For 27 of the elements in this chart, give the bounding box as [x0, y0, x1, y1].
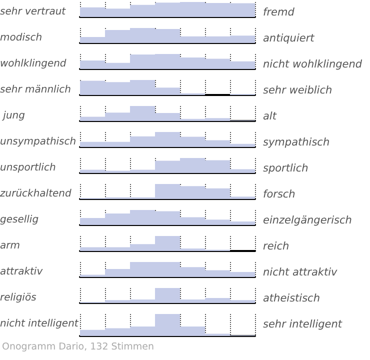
y-axis-title: sehr männlich: [0, 84, 71, 96]
y2-axis-title: nicht attraktiv: [263, 266, 338, 278]
y2-axis-title: nicht wohlklingend: [263, 58, 362, 70]
y2-axis-title: reich: [263, 240, 290, 252]
y-axis-title: modisch: [0, 32, 42, 44]
y-axis-title: gesellig: [0, 214, 39, 226]
y-axis-title: sehr vertraut: [0, 6, 67, 18]
y2-axis-title: fremd: [263, 6, 295, 18]
y-axis-title: religiös: [0, 292, 36, 304]
y2-axis-title: forsch: [263, 188, 296, 200]
y-axis-title: wohlklingend: [0, 58, 67, 70]
y-axis-title: unsportlich: [0, 162, 56, 174]
y2-axis-title: sympathisch: [263, 136, 330, 148]
text: Onogramm Dario, 132 Stimmen: [2, 342, 154, 352]
y-axis-title: nicht intelligent: [0, 318, 80, 330]
y-axis-title: arm: [0, 240, 20, 252]
y2-axis-title: sehr intelligent: [263, 318, 343, 330]
y2-axis-title: sportlich: [263, 162, 308, 174]
y2-axis-title: sehr weiblich: [263, 84, 332, 96]
y2-axis-title: alt: [263, 110, 278, 122]
y-axis-title: jung: [0, 110, 25, 122]
y2-axis-title: einzelgängerisch: [263, 214, 352, 226]
y2-axis-title: atheistisch: [263, 292, 320, 304]
y-axis-title: attraktiv: [0, 266, 44, 278]
y-axis-title: zurückhaltend: [0, 188, 72, 200]
y2-axis-title: antiquiert: [263, 32, 316, 44]
y-axis-title: unsympathisch: [0, 136, 76, 148]
